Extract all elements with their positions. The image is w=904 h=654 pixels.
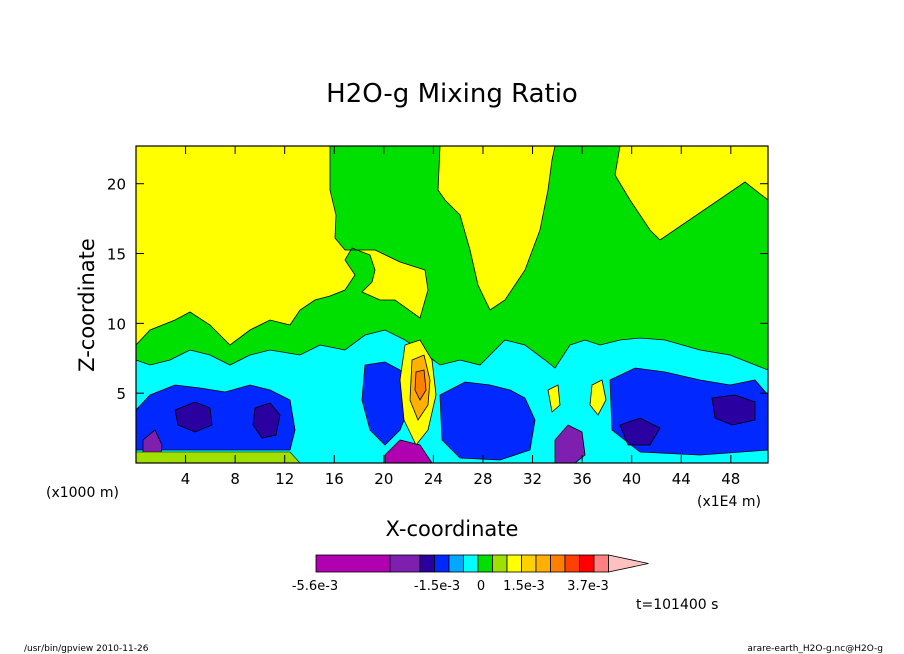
x-unit-left: (x1000 m) [46,485,119,501]
y-tick-label: 5 [116,385,126,403]
colorbar-label: -5.6e-3 [292,579,338,594]
colorbar-swatch [477,554,493,573]
contour-purple [384,439,433,463]
y-tick-label: 10 [107,315,126,333]
colorbar-swatch [389,554,421,573]
x-unit-right: (x1E4 m) [697,494,761,510]
colorbar-label: -1.5e-3 [414,579,460,594]
x-tick-label: 40 [622,470,641,488]
contour-purple [554,424,586,463]
x-tick-label: 16 [325,470,344,488]
contour-blue [136,384,296,451]
colorbar-swatch [315,554,391,573]
colorbar-swatch [434,554,450,573]
contour-dark-blue [252,402,281,439]
axes [135,145,769,464]
x-tick-label: 24 [424,470,443,488]
x-axis-label: X-coordinate [386,517,519,541]
contour-dark-blue [711,394,756,426]
colorbar-swatch [608,554,649,573]
colorbar-labels: -5.6e-3 -1.5e-3 0 1.5e-3 3.7e-3 [292,579,609,594]
x-tick-label: 8 [230,470,240,488]
colorbar-label: 0 [477,579,485,594]
x-tick-label: 12 [275,470,294,488]
y-tick-label: 15 [107,246,126,264]
footer-right: arare-earth_H2O-g.nc@H2O-g [747,644,883,654]
colorbar-swatch [535,554,551,573]
contour-yellow-pocket [589,379,607,416]
contour-ground-green [136,451,301,463]
contour-red-core [414,369,427,401]
colorbar-swatch [593,554,609,573]
x-axis-ticks: 4 8 12 16 20 24 28 32 36 40 44 48 [181,146,740,488]
contour-yellow-pocket [547,384,561,413]
colorbar-swatch [564,554,580,573]
colorbar-swatch [521,554,537,573]
colorbar-label: 1.5e-3 [503,579,545,594]
colorbar-swatch [579,554,595,573]
x-tick-label: 20 [374,470,393,488]
footer-left: /usr/bin/gpview 2010-11-26 [24,644,149,654]
x-tick-label: 44 [672,470,691,488]
colorbar-swatch [550,554,566,573]
contour-dark-blue [174,401,213,433]
chart-title: H2O-g Mixing Ratio [326,79,578,109]
colorbar [315,554,649,573]
contour-dark-blue [619,417,661,446]
colorbar-swatch [463,554,479,573]
y-axis-ticks: 5 10 15 20 [107,176,768,403]
plot-frame [135,145,769,464]
colorbar-swatch [448,554,464,573]
colorbar-label: 3.7e-3 [567,579,609,594]
y-tick-label: 20 [107,176,126,194]
colorbar-swatch [492,554,508,573]
x-tick-label: 48 [721,470,740,488]
x-tick-label: 32 [523,470,542,488]
x-tick-label: 28 [473,470,492,488]
y-axis-label: Z-coordinate [75,238,99,372]
colorbar-swatch [506,554,522,573]
x-tick-label: 4 [181,470,191,488]
colorbar-swatch [419,554,435,573]
time-label: t=101400 s [636,597,718,613]
x-tick-label: 36 [573,470,592,488]
contour-blue [439,381,536,461]
contour-field [136,146,768,463]
